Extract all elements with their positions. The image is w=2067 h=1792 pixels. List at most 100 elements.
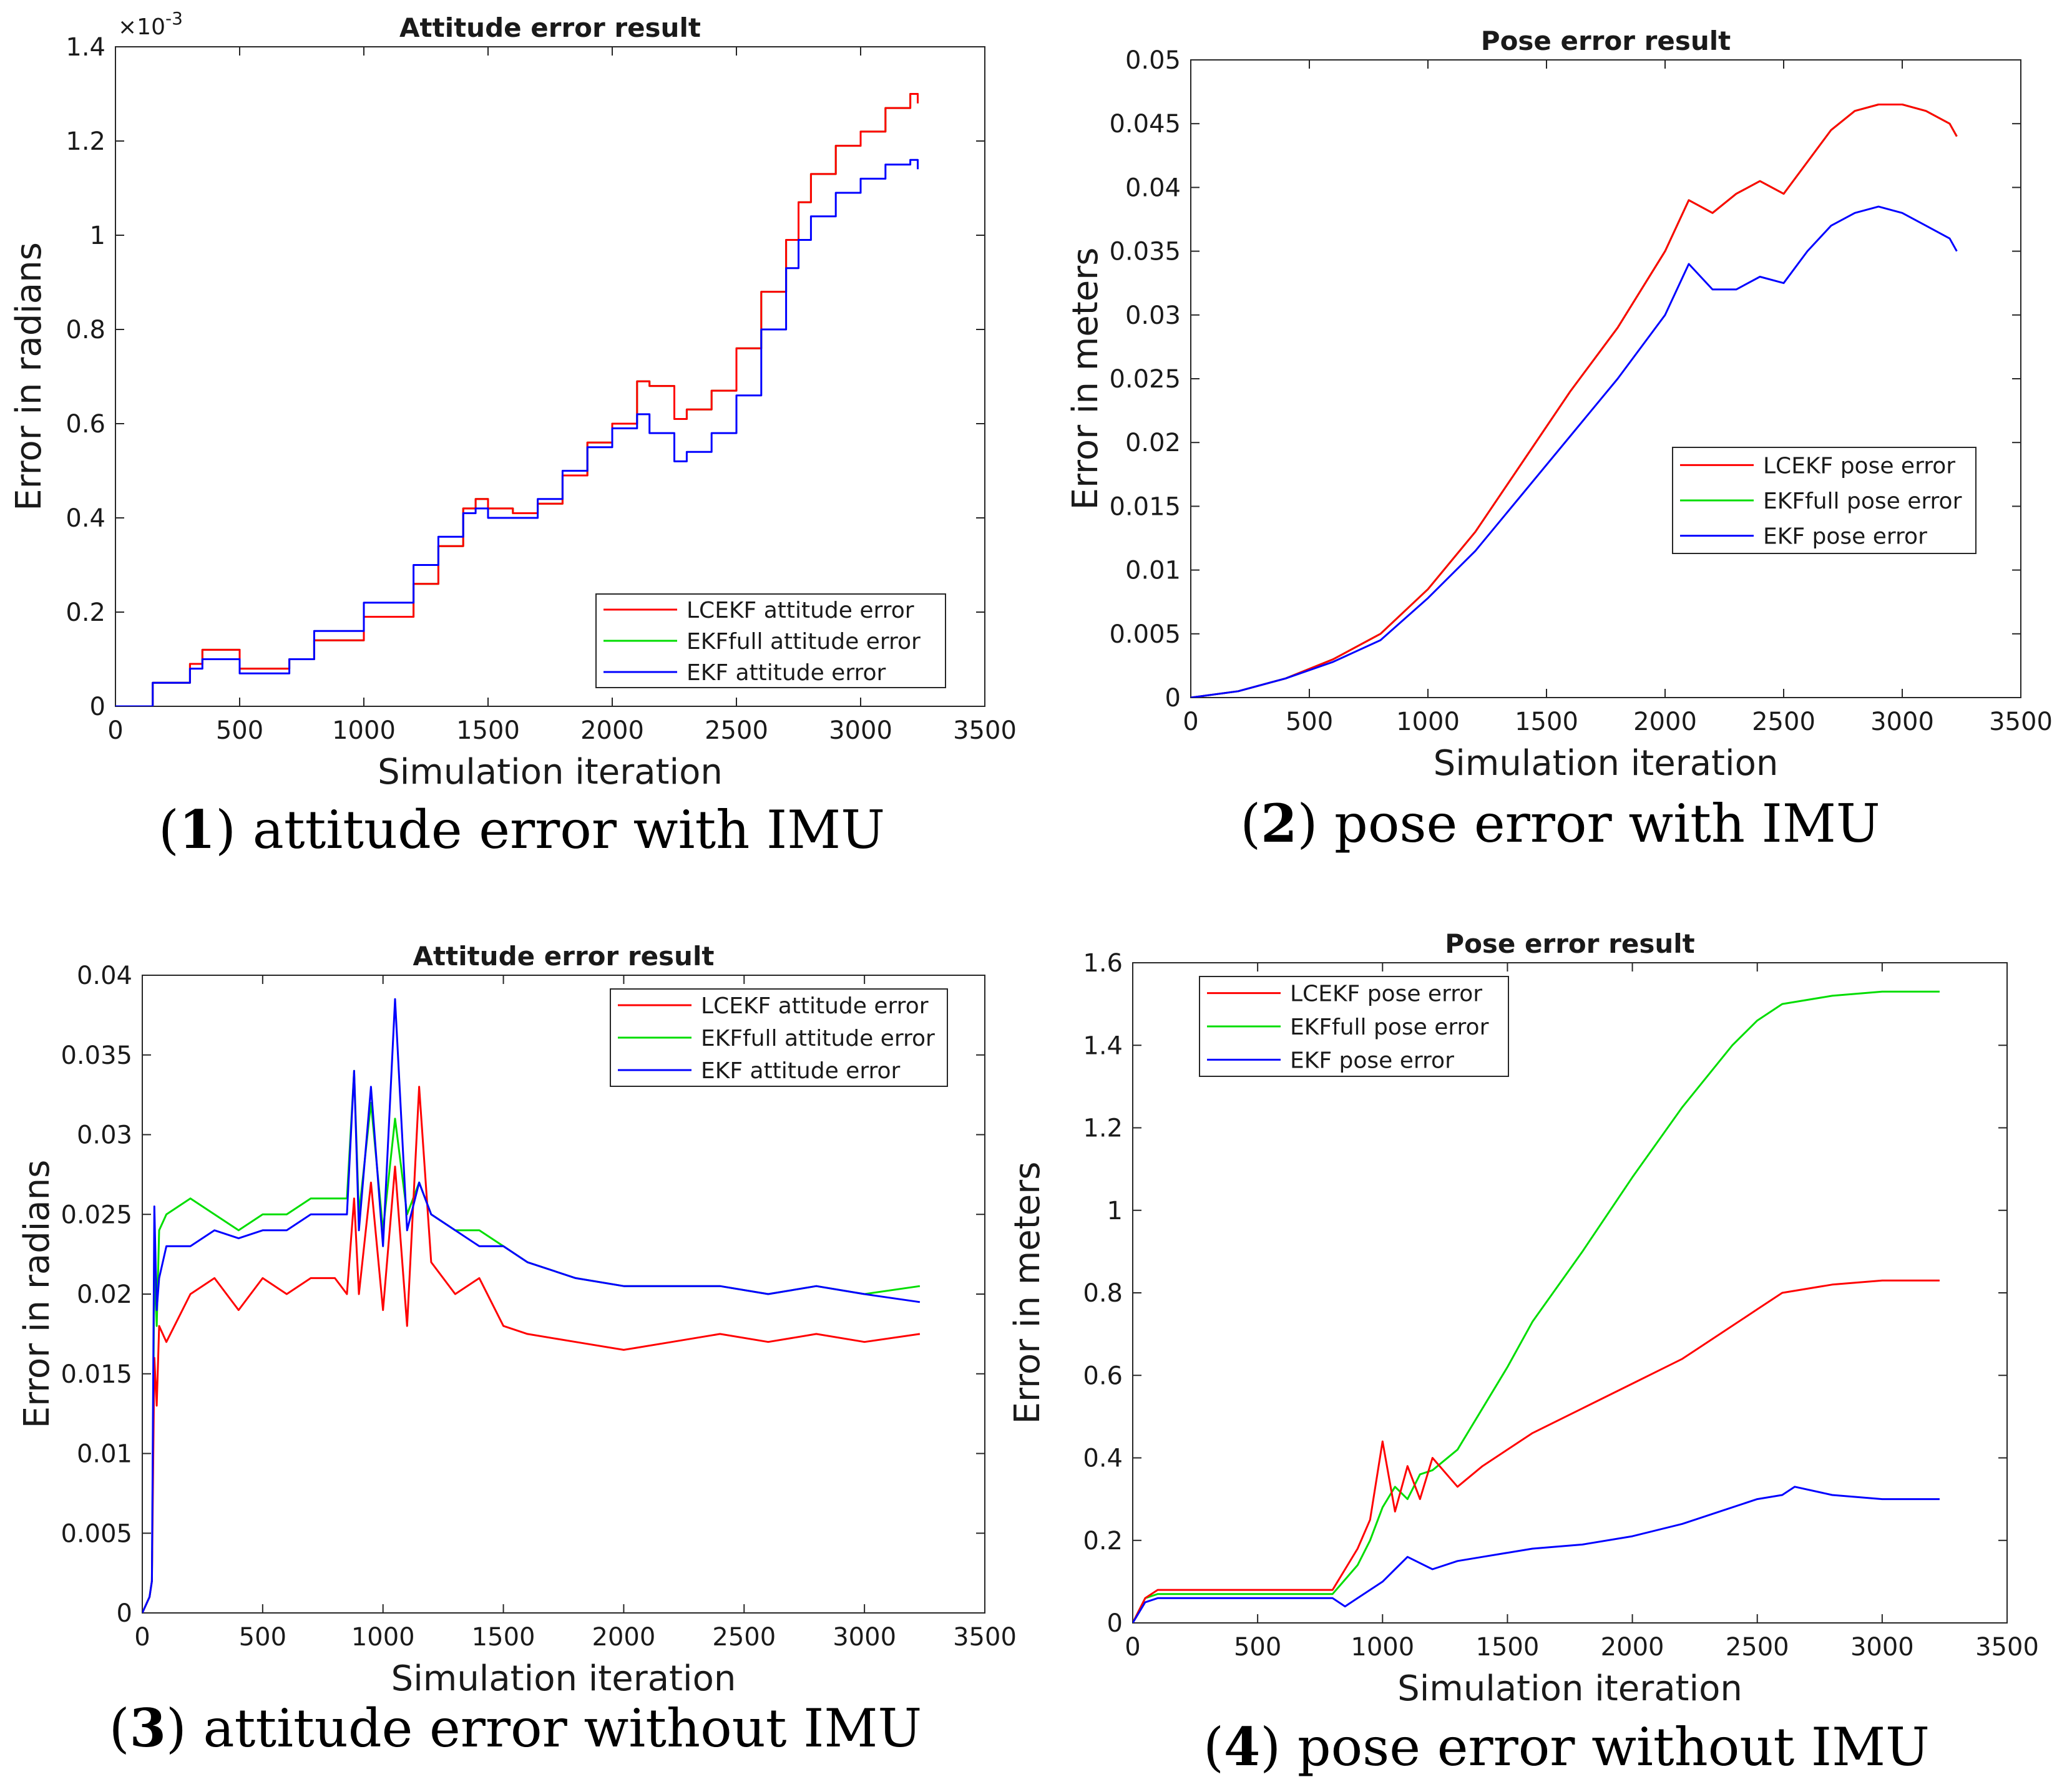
y-tick-label: 0.04 xyxy=(77,962,132,990)
x-tick-label: 1500 xyxy=(456,716,520,745)
x-tick-label: 0 xyxy=(1125,1633,1140,1662)
series-line-1 xyxy=(1191,104,1958,698)
y-tick-label: 0.8 xyxy=(1083,1279,1123,1308)
y-tick-label: 0.05 xyxy=(1125,46,1181,75)
caption-1: (1) attitude error with IMU xyxy=(159,799,885,860)
plot-area-box xyxy=(115,46,985,707)
y-tick-label: 0.04 xyxy=(1125,173,1181,202)
series-line-0 xyxy=(1191,104,1958,698)
legend-entry: EKF attitude error xyxy=(687,660,886,686)
y-tick-label: 0.01 xyxy=(1125,557,1181,585)
y-tick-label: 0.2 xyxy=(66,598,105,627)
legend-entry: EKF pose error xyxy=(1290,1048,1454,1073)
y-tick-label: 0 xyxy=(117,1599,132,1628)
x-axis-label: Simulation iteration xyxy=(1397,1668,1742,1709)
series-line-2 xyxy=(1133,1486,1940,1623)
x-tick-label: 0 xyxy=(134,1623,150,1652)
y-tick-label: 0.8 xyxy=(66,316,105,344)
y-tick-label: 0.015 xyxy=(1109,492,1181,521)
x-tick-label: 2000 xyxy=(1601,1633,1664,1662)
y-exponent-power: -3 xyxy=(165,8,183,29)
x-tick-label: 3500 xyxy=(1989,708,2053,736)
x-tick-label: 1500 xyxy=(1515,708,1578,736)
chart-4: Pose error result 0 500 1000 1500 2000 2500 300… xyxy=(1007,928,2039,1709)
x-tick-label: 2500 xyxy=(712,1623,776,1652)
y-tick-label: 0.015 xyxy=(61,1360,132,1389)
y-tick-label: 0 xyxy=(90,693,105,721)
chart-title: Attitude error result xyxy=(413,941,715,971)
x-tick-label: 500 xyxy=(1286,708,1333,736)
legend-entry: LCEKF pose error xyxy=(1290,981,1482,1007)
y-tick-label: 0.6 xyxy=(66,410,105,439)
chart-title: Pose error result xyxy=(1481,26,1731,56)
chart-title: Attitude error result xyxy=(399,12,701,43)
legend: LCEKF attitude error EKFfull attitude err… xyxy=(610,988,948,1087)
legend-entry: EKFfull attitude error xyxy=(701,1026,935,1051)
y-tick-label: 0.045 xyxy=(1109,110,1181,139)
legend-entry: EKF pose error xyxy=(1763,524,1927,550)
x-tick-label: 3000 xyxy=(1870,708,1934,736)
y-tick-label: 1.6 xyxy=(1083,949,1123,978)
x-tick-label: 3000 xyxy=(1850,1633,1914,1662)
caption-4: (4) pose error without IMU xyxy=(1203,1716,1930,1778)
x-tick-label: 1000 xyxy=(351,1623,415,1652)
x-tick-label: 0 xyxy=(1183,708,1198,736)
legend-entry: LCEKF attitude error xyxy=(687,598,914,623)
x-tick-label: 1000 xyxy=(1351,1633,1414,1662)
series-line-1 xyxy=(1133,990,1940,1623)
y-tick-label: 0.035 xyxy=(61,1041,132,1070)
x-tick-label: 2500 xyxy=(1726,1633,1789,1662)
y-axis-label: Error in radians xyxy=(17,1160,57,1429)
y-tick-label: 1.4 xyxy=(66,33,105,62)
legend-entry: EKFfull pose error xyxy=(1763,489,1962,514)
y-tick-label: 1.2 xyxy=(66,127,105,156)
chart-1: Attitude error result 0 500 1000 1500 2000 250… xyxy=(9,8,1017,792)
x-tick-label: 3000 xyxy=(833,1623,896,1652)
caption-3: (3) attitude error without IMU xyxy=(109,1697,922,1759)
y-tick-label: 0.005 xyxy=(1109,620,1181,649)
y-tick-label: 0.6 xyxy=(1083,1361,1123,1390)
y-tick-label: 0.02 xyxy=(1125,429,1181,457)
x-axis-label: Simulation iteration xyxy=(1434,743,1779,784)
x-tick-label: 3500 xyxy=(953,1623,1017,1652)
x-tick-label: 2500 xyxy=(1752,708,1815,736)
x-tick-label: 2000 xyxy=(1633,708,1697,736)
legend-entry: EKF attitude error xyxy=(701,1058,901,1084)
y-tick-label: 0.005 xyxy=(61,1519,132,1548)
chart-3: Attitude error result 0 500 1000 1500 2000 250… xyxy=(17,941,1017,1699)
y-exponent-label: ×10-3 xyxy=(118,8,183,40)
series-line-0 xyxy=(1133,1279,1940,1623)
legend: LCEKF pose error EKFfull pose error EKF po… xyxy=(1199,976,1509,1077)
x-tick-label: 2500 xyxy=(705,716,768,745)
y-tick-label: 0.01 xyxy=(77,1440,132,1469)
legend: LCEKF pose error EKFfull pose error EKF po… xyxy=(1672,447,1977,554)
x-tick-label: 1500 xyxy=(1476,1633,1540,1662)
y-tick-label: 0 xyxy=(1107,1609,1123,1638)
chart-title: Pose error result xyxy=(1445,928,1694,959)
x-tick-label: 2000 xyxy=(580,716,644,745)
series-line-1 xyxy=(142,1069,921,1613)
y-tick-label: 0.025 xyxy=(1109,365,1181,394)
x-tick-label: 3500 xyxy=(953,716,1017,745)
caption-2: (2) pose error with IMU xyxy=(1240,792,1880,854)
y-tick-label: 0.4 xyxy=(1083,1444,1123,1473)
plot-area-box xyxy=(1190,59,2021,698)
x-tick-label: 500 xyxy=(1234,1633,1281,1662)
y-tick-label: 1.4 xyxy=(1083,1031,1123,1060)
x-tick-label: 1500 xyxy=(472,1623,535,1652)
legend: LCEKF attitude error EKFfull attitude err… xyxy=(595,593,946,688)
y-tick-label: 0.025 xyxy=(61,1200,132,1229)
series-line-2 xyxy=(1191,205,1958,698)
x-tick-label: 2000 xyxy=(592,1623,656,1652)
legend-entry: EKFfull pose error xyxy=(1290,1015,1489,1040)
chart-2: Pose error result 0 500 1000 1500 2000 2500 300… xyxy=(1065,26,2053,784)
x-axis-label: Simulation iteration xyxy=(391,1658,736,1699)
y-tick-label: 0.4 xyxy=(66,504,105,533)
y-tick-label: 0.035 xyxy=(1109,238,1181,266)
series-line-0 xyxy=(142,1086,921,1613)
x-tick-label: 3500 xyxy=(1975,1633,2039,1662)
y-tick-label: 0 xyxy=(1165,684,1181,713)
x-tick-label: 500 xyxy=(239,1623,286,1652)
y-tick-label: 0.02 xyxy=(77,1280,132,1309)
x-tick-label: 500 xyxy=(216,716,263,745)
